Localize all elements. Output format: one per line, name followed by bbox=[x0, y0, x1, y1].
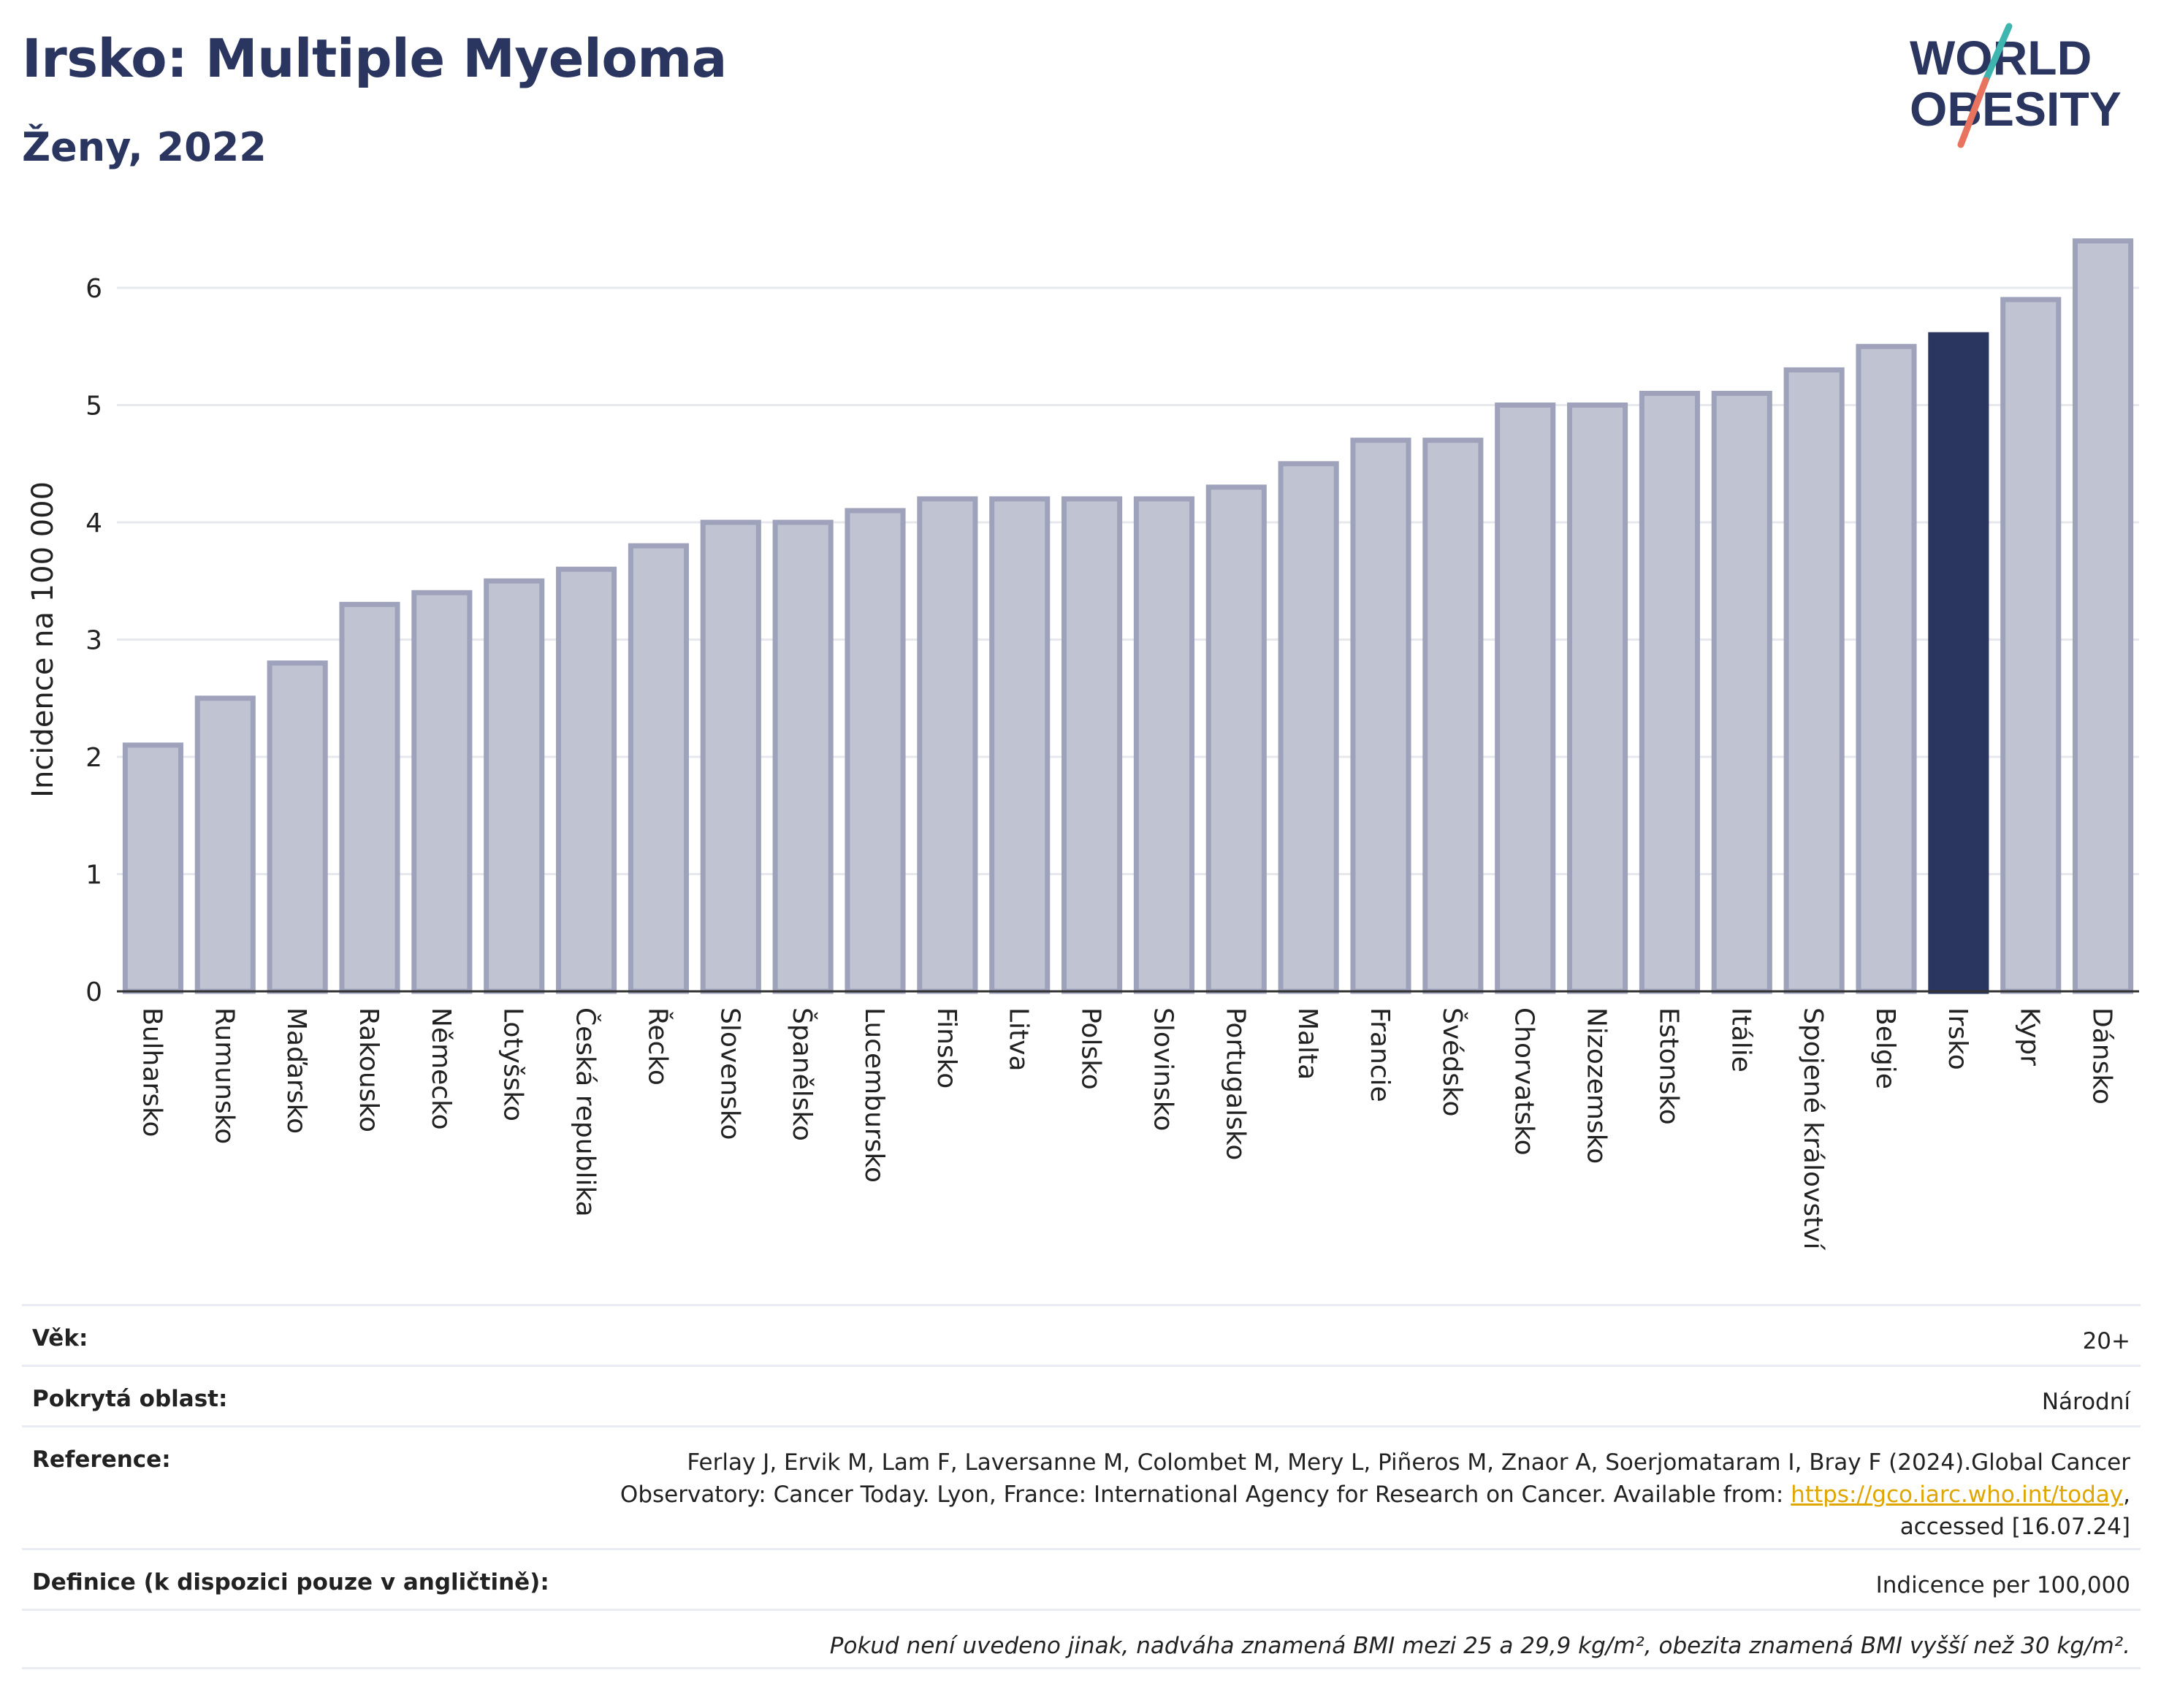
bar-belgie bbox=[1856, 343, 1917, 994]
info-table: Věk: 20+ Pokrytá oblast: Národní Referen… bbox=[22, 1304, 2141, 1669]
bar-malta bbox=[1278, 461, 1339, 994]
reference-line-2: Observatory: Cancer Today. Lyon, France:… bbox=[620, 1482, 1791, 1508]
y-tick-label: 5 bbox=[85, 392, 102, 422]
x-category-label: Malta bbox=[1292, 1007, 1322, 1080]
x-category-label: Rumunsko bbox=[209, 1007, 239, 1144]
x-category-label: Řecko bbox=[642, 1007, 673, 1086]
bar-kypr bbox=[2000, 297, 2062, 994]
world-obesity-logo: WORLD OBESITY bbox=[1910, 23, 2122, 148]
info-row-note: Pokud není uvedeno jinak, nadváha znamen… bbox=[22, 1609, 2141, 1669]
y-tick-label: 3 bbox=[85, 626, 102, 656]
definition-label: Definice (k dispozici pouze v angličtině… bbox=[32, 1569, 549, 1595]
x-category-label: Irsko bbox=[1943, 1007, 1973, 1070]
x-category-label: Finsko bbox=[931, 1007, 961, 1089]
bars bbox=[122, 238, 2134, 994]
bar-řecko bbox=[628, 543, 689, 994]
x-category-label: Česká republika bbox=[571, 1007, 601, 1217]
x-category-label: Dánsko bbox=[2087, 1007, 2117, 1105]
x-category-label: Rakousko bbox=[354, 1007, 384, 1132]
reference-line-1: Ferlay J, Ervik M, Lam F, Laversanne M, … bbox=[687, 1449, 2130, 1476]
reference-line-3: accessed [16.07.24] bbox=[1899, 1514, 2130, 1540]
x-category-label: Litva bbox=[1004, 1007, 1034, 1072]
y-tick-label: 6 bbox=[85, 274, 102, 304]
y-tick-label: 0 bbox=[85, 977, 102, 1007]
age-label: Věk: bbox=[32, 1325, 88, 1351]
definition-value: Indicence per 100,000 bbox=[1875, 1572, 2130, 1598]
bar-portugalsko bbox=[1205, 484, 1267, 994]
bar-finsko bbox=[917, 496, 978, 994]
x-category-label: Itálie bbox=[1726, 1007, 1756, 1072]
bar-bulharsko bbox=[122, 742, 183, 994]
x-category-label: Chorvatsko bbox=[1509, 1007, 1539, 1156]
x-category-label: Německo bbox=[426, 1007, 456, 1130]
bar-lotyšsko bbox=[484, 578, 545, 994]
x-category-label: Španělsko bbox=[787, 1007, 817, 1141]
bar-chorvatsko bbox=[1495, 403, 1556, 994]
bar-slovinsko bbox=[1133, 496, 1194, 994]
x-category-label: Slovensko bbox=[714, 1007, 744, 1140]
x-category-label: Francie bbox=[1365, 1007, 1395, 1102]
bar-německo bbox=[411, 590, 473, 994]
y-tick-label: 2 bbox=[85, 743, 102, 773]
x-category-label: Kypr bbox=[2015, 1007, 2045, 1066]
area-label: Pokrytá oblast: bbox=[32, 1386, 228, 1412]
bar-francie bbox=[1350, 438, 1411, 994]
info-row-area: Pokrytá oblast: Národní bbox=[22, 1365, 2141, 1425]
age-value: 20+ bbox=[2082, 1328, 2130, 1354]
bar-švédsko bbox=[1422, 438, 1484, 994]
bar-chart: 0 1 2 3 4 5 6 Bulharsko Rumunsko Maďarsko Rakousk… bbox=[26, 238, 2139, 1251]
x-category-label: Nizozemsko bbox=[1582, 1007, 1612, 1164]
logo-word-obesity: OBESITY bbox=[1910, 82, 2122, 136]
bar-lucembursko bbox=[845, 508, 906, 994]
page-title: Irsko: Multiple Myeloma bbox=[22, 28, 727, 89]
bar-dánsko bbox=[2073, 238, 2134, 994]
bar-litva bbox=[989, 496, 1051, 994]
reference-label: Reference: bbox=[32, 1446, 171, 1473]
bar-nizozemsko bbox=[1567, 403, 1628, 994]
info-row-age: Věk: 20+ bbox=[22, 1304, 2141, 1365]
bar-rumunsko bbox=[194, 695, 256, 994]
area-value: Národní bbox=[2041, 1389, 2130, 1415]
reference-value: Ferlay J, Ervik M, Lam F, Laversanne M, … bbox=[620, 1427, 2130, 1543]
x-category-label: Belgie bbox=[1870, 1007, 1900, 1089]
x-category-labels: Bulharsko Rumunsko Maďarsko Rakousko Německo… bbox=[137, 1007, 2116, 1251]
bmi-note: Pokud není uvedeno jinak, nadváha znamen… bbox=[829, 1633, 2130, 1659]
bar-maďarsko bbox=[267, 660, 328, 994]
logo-slash-teal bbox=[1982, 23, 2013, 84]
bar-itálie bbox=[1711, 390, 1772, 994]
bar-rakousko bbox=[339, 601, 400, 994]
x-category-label: Lucembursko bbox=[859, 1007, 889, 1183]
x-category-label: Estonsko bbox=[1653, 1007, 1683, 1125]
x-category-label: Maďarsko bbox=[281, 1007, 311, 1134]
x-category-label: Polsko bbox=[1076, 1007, 1106, 1090]
reference-link[interactable]: https://gco.iarc.who.int/today bbox=[1791, 1482, 2124, 1508]
logo-slash-coral bbox=[1957, 77, 1989, 148]
bar-polsko bbox=[1062, 496, 1123, 994]
info-row-definition: Definice (k dispozici pouze v angličtině… bbox=[22, 1548, 2141, 1609]
x-category-label: Portugalsko bbox=[1220, 1007, 1250, 1160]
y-tick-label: 1 bbox=[85, 861, 102, 891]
bar-slovensko bbox=[700, 519, 761, 994]
y-tick-labels: 0 1 2 3 4 5 6 bbox=[85, 274, 102, 1007]
y-axis-label: Incidence na 100 000 bbox=[26, 481, 60, 798]
info-row-reference: Reference: Ferlay J, Ervik M, Lam F, Lav… bbox=[22, 1425, 2141, 1548]
reference-line-2-end: , bbox=[2123, 1482, 2130, 1508]
bar-spojené-království bbox=[1783, 367, 1845, 994]
y-tick-label: 4 bbox=[85, 508, 102, 538]
x-category-label: Spojené království bbox=[1798, 1007, 1828, 1251]
x-category-label: Slovinsko bbox=[1148, 1007, 1178, 1131]
bar-španělsko bbox=[772, 519, 834, 994]
bar-česká-republika bbox=[556, 566, 617, 994]
x-category-label: Lotyšsko bbox=[498, 1007, 528, 1121]
bar-estonsko bbox=[1639, 390, 1700, 994]
x-category-label: Švédsko bbox=[1437, 1007, 1468, 1117]
bar-irsko bbox=[1928, 332, 1989, 994]
page-subtitle: Ženy, 2022 bbox=[22, 124, 267, 170]
x-category-label: Bulharsko bbox=[137, 1007, 167, 1137]
